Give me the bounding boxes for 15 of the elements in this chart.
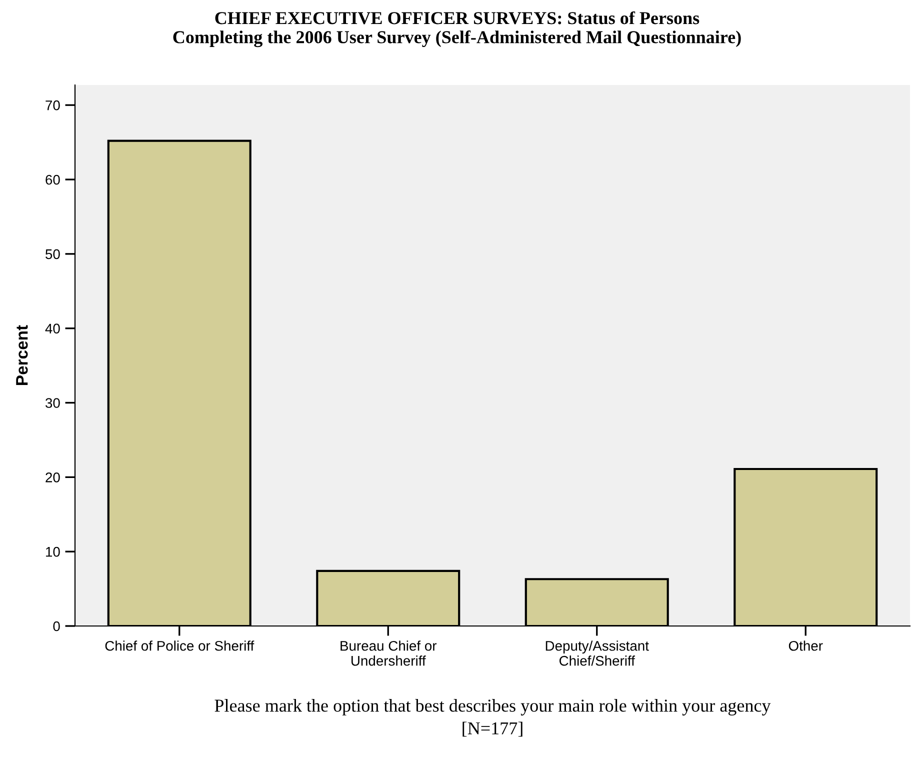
y-tick-label: 50: [46, 249, 60, 260]
y-tick-label: 30: [46, 398, 60, 408]
y-tick-label: 60: [46, 174, 60, 185]
chart-title: CHIEF EXECUTIVE OFFICER SURVEYS: Status of Persons Completing the 2006 User Survey (Self-Administered Mail Questionnaire): [173, 11, 741, 48]
y-tick-label: 40: [45, 324, 60, 334]
y-tick-label: 20: [46, 472, 60, 482]
y-tick-label: 10: [46, 546, 60, 557]
x-tick-label: Other: [788, 640, 823, 651]
y-tick-label: 0: [53, 621, 60, 632]
x-tick-label: Deputy/Assistant Chief/Sheriff: [546, 640, 649, 666]
x-tick-label: Bureau Chief or Undersheriff: [340, 640, 437, 666]
y-axis-title: Percent: [16, 325, 28, 385]
x-axis-title: Please mark the option that best describes your main role within your agency [N=177]: [214, 699, 771, 737]
x-tick-label: Chief of Police or Sheriff: [105, 640, 254, 651]
y-tick-label: 70: [46, 100, 60, 110]
